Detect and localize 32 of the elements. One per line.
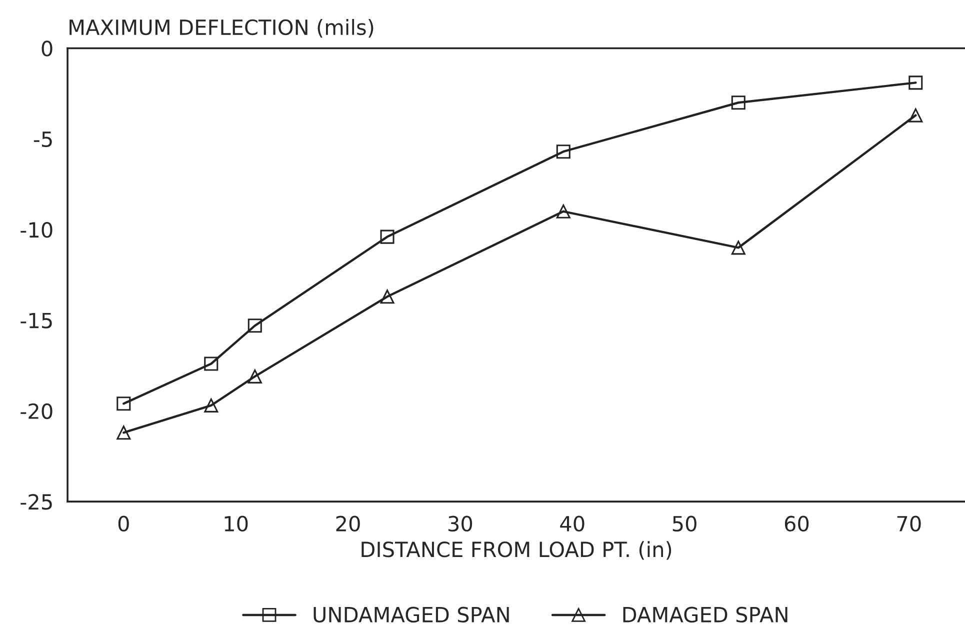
point	[248, 318, 262, 333]
point	[380, 290, 394, 304]
point	[731, 240, 746, 255]
y-tick-label: -10	[20, 222, 52, 238]
x-tick-label: 10	[224, 516, 248, 532]
y-axis-title: MAXIMUM DEFLECTION (mils)	[70, 18, 374, 38]
point	[116, 396, 131, 411]
x-tick-label: 40	[560, 516, 584, 532]
point	[556, 144, 570, 159]
y-tick-label: -25	[20, 494, 52, 510]
point	[248, 369, 262, 384]
point	[731, 96, 746, 110]
point	[204, 398, 218, 412]
x-tick-label: 60	[784, 516, 809, 532]
point	[204, 356, 218, 371]
point	[556, 204, 570, 218]
point	[380, 230, 394, 244]
point	[116, 426, 131, 440]
legend-label: UNDAMAGED SPAN	[314, 606, 509, 623]
y-tick-label: -15	[20, 312, 52, 328]
x-tick-label: 50	[672, 516, 696, 532]
x-tick-label: 30	[448, 516, 472, 532]
point	[908, 76, 923, 90]
legend-label: DAMAGED SPAN	[623, 606, 788, 623]
y-tick-label: 0	[42, 40, 52, 56]
x-axis-title: DISTANCE FROM LOAD PT. (in)	[362, 541, 672, 560]
point	[908, 108, 923, 122]
y-tick-label: -20	[20, 403, 52, 420]
x-tick-label: 20	[336, 516, 360, 532]
x-tick-label: 0	[118, 516, 129, 532]
y-tick-label: -5	[34, 132, 52, 148]
x-tick-label: 70	[897, 516, 921, 532]
